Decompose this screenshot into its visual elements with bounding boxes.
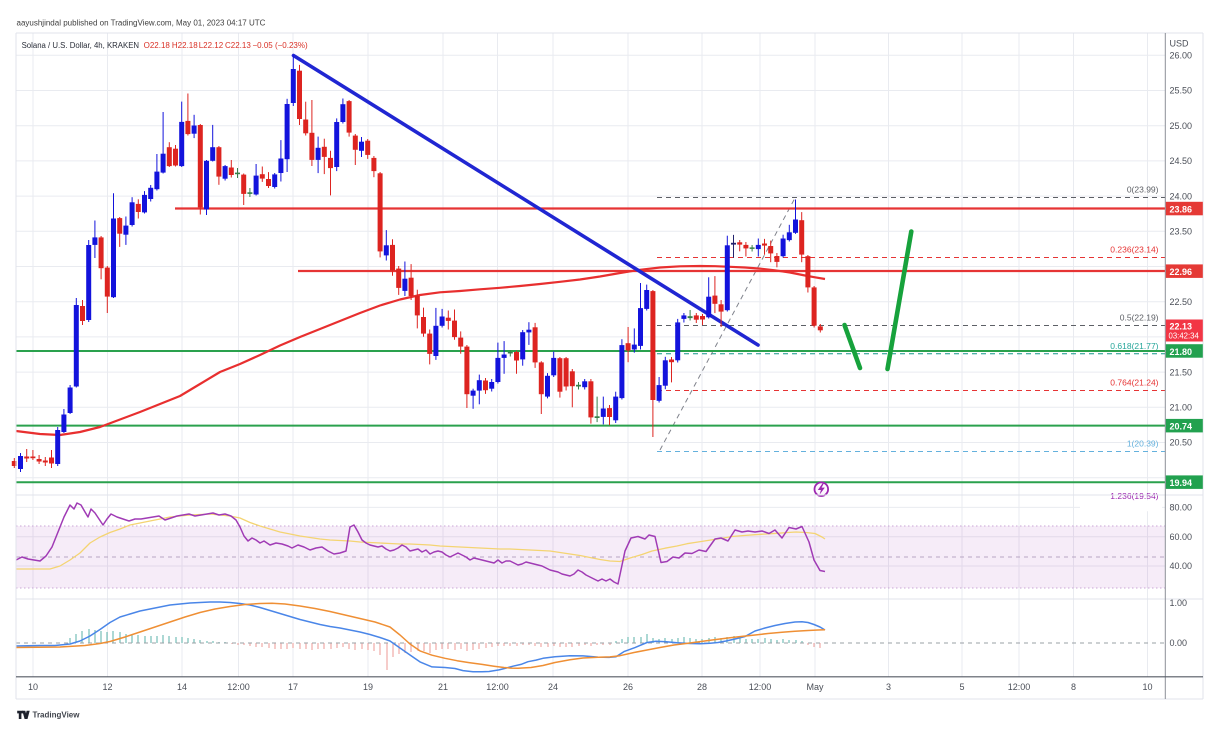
svg-text:TradingView: TradingView	[33, 711, 81, 720]
svg-text:60.00: 60.00	[1170, 532, 1193, 542]
svg-text:25.00: 25.00	[1170, 121, 1193, 131]
svg-text:12:00: 12:00	[227, 682, 250, 692]
svg-text:14: 14	[177, 682, 187, 692]
svg-text:1(20.39): 1(20.39)	[1127, 439, 1159, 449]
svg-text:03:42:34: 03:42:34	[1169, 332, 1200, 341]
svg-text:23.86: 23.86	[1170, 204, 1193, 214]
svg-text:20.50: 20.50	[1170, 438, 1193, 448]
svg-text:28: 28	[697, 682, 707, 692]
svg-text:21.00: 21.00	[1170, 403, 1193, 413]
svg-text:0.236(23.14): 0.236(23.14)	[1110, 245, 1158, 255]
svg-text:19: 19	[363, 682, 373, 692]
svg-text:12:00: 12:00	[749, 682, 772, 692]
svg-text:Solana / U.S. Dollar, 4h, KRAK: Solana / U.S. Dollar, 4h, KRAKEN	[22, 41, 139, 50]
svg-text:22.13: 22.13	[1170, 322, 1193, 332]
svg-text:0.618(21.77): 0.618(21.77)	[1110, 341, 1158, 351]
svg-text:12: 12	[102, 682, 112, 692]
svg-text:24: 24	[548, 682, 558, 692]
svg-text:21: 21	[438, 682, 448, 692]
svg-text:22.50: 22.50	[1170, 297, 1193, 307]
svg-text:24.00: 24.00	[1170, 191, 1193, 201]
svg-text:26: 26	[623, 682, 633, 692]
svg-text:aayushjindal published on Trad: aayushjindal published on TradingView.co…	[17, 19, 266, 28]
svg-text:22.96: 22.96	[1170, 267, 1193, 277]
svg-text:5: 5	[959, 682, 964, 692]
svg-text:24.50: 24.50	[1170, 156, 1193, 166]
svg-text:12:00: 12:00	[1008, 682, 1031, 692]
svg-text:80.00: 80.00	[1170, 503, 1193, 513]
svg-text:21.80: 21.80	[1170, 347, 1193, 357]
svg-text:0.5(22.19): 0.5(22.19)	[1120, 313, 1159, 323]
svg-text:0.764(21.24): 0.764(21.24)	[1110, 378, 1158, 388]
svg-text:3: 3	[886, 682, 891, 692]
svg-text:1.00: 1.00	[1170, 598, 1188, 608]
svg-text:0.00: 0.00	[1170, 638, 1188, 648]
svg-text:1.236(19.54): 1.236(19.54)	[1110, 491, 1158, 501]
svg-text:19.94: 19.94	[1170, 478, 1193, 488]
svg-text:12:00: 12:00	[486, 682, 509, 692]
svg-text:23.50: 23.50	[1170, 227, 1193, 237]
svg-text:40.00: 40.00	[1170, 561, 1193, 571]
svg-text:17: 17	[288, 682, 298, 692]
svg-text:May: May	[806, 682, 824, 692]
svg-text:26.00: 26.00	[1170, 51, 1193, 61]
svg-text:10: 10	[28, 682, 38, 692]
svg-text:USD: USD	[1170, 39, 1190, 49]
svg-text:25.50: 25.50	[1170, 86, 1193, 96]
svg-text:0(23.99): 0(23.99)	[1127, 185, 1159, 195]
svg-text:8: 8	[1071, 682, 1076, 692]
svg-text:20.74: 20.74	[1170, 421, 1193, 431]
svg-text:21.50: 21.50	[1170, 367, 1193, 377]
svg-text:10: 10	[1142, 682, 1152, 692]
